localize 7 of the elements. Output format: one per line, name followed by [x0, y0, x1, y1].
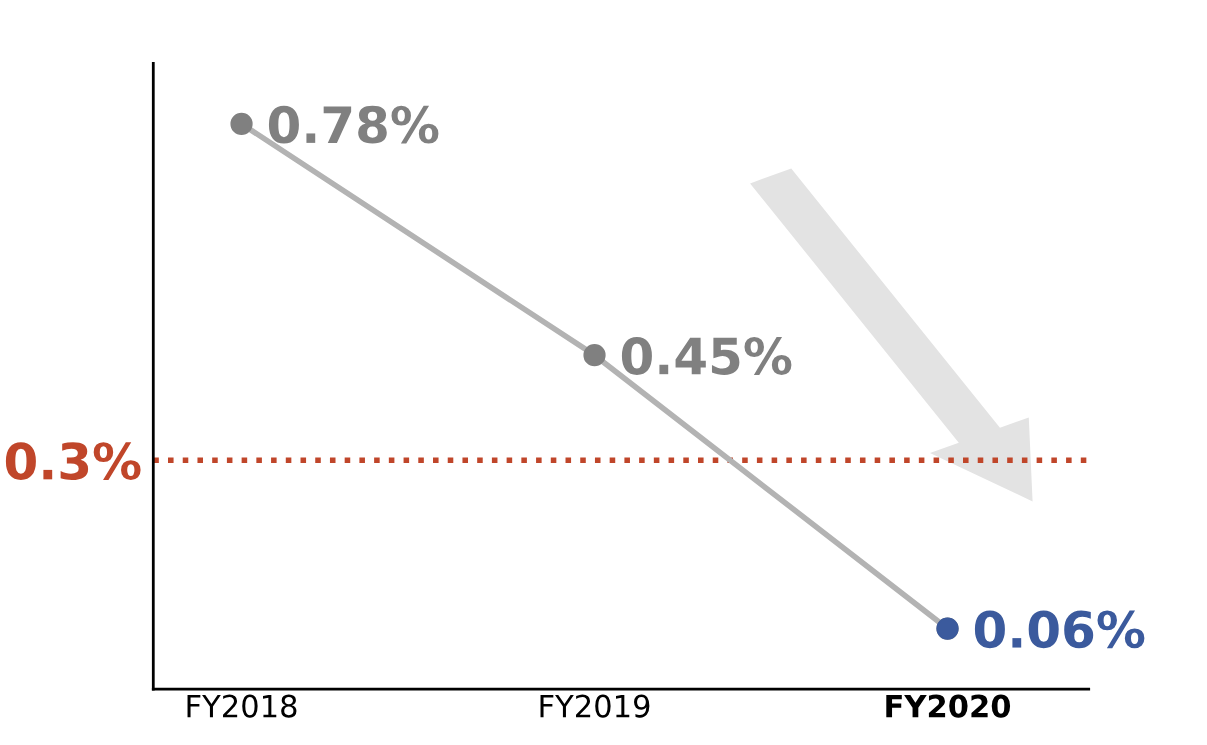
data-label: 0.45% [621, 337, 792, 375]
x-tick-label: FY2018 [187, 694, 297, 718]
x-tick-label: FY2019 [540, 694, 650, 718]
x-tick-label: FY2020 [886, 694, 1011, 718]
data-label: 0.06% [974, 610, 1145, 649]
data-label: 0.78% [268, 105, 439, 144]
ref-line-label: 0.3% [5, 442, 141, 481]
